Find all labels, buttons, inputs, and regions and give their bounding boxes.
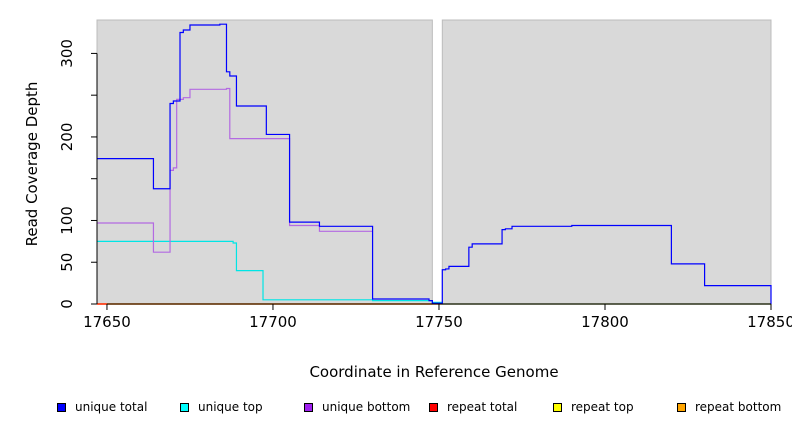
series-line-unique-top bbox=[97, 240, 771, 305]
legend-item-unique-top: unique top bbox=[180, 400, 263, 414]
legend-swatch bbox=[677, 402, 686, 412]
legend-swatch bbox=[180, 402, 189, 412]
x-axis-label: Coordinate in Reference Genome bbox=[309, 363, 558, 381]
coverage-chart: 17650 17700 17750 17800 17850 0 50 100 200 300 C… bbox=[23, 19, 792, 381]
y-tick-label: 200 bbox=[58, 123, 76, 152]
legend-swatch bbox=[429, 402, 438, 412]
plot-panels bbox=[96, 19, 772, 305]
y-tick-label: 0 bbox=[58, 299, 76, 309]
legend-label: unique top bbox=[198, 400, 263, 414]
legend-label: repeat bottom bbox=[695, 400, 782, 414]
legend-item-repeat-bottom: repeat bottom bbox=[677, 400, 781, 414]
legend-item-unique-bottom: unique bottom bbox=[304, 400, 410, 414]
y-axis: 0 50 100 200 300 bbox=[58, 39, 98, 309]
y-tick-label: 100 bbox=[58, 206, 76, 235]
x-tick-label: 17800 bbox=[581, 313, 629, 331]
plot-panel-left bbox=[96, 19, 433, 305]
series-line-unique-total bbox=[97, 23, 772, 304]
legend-label: unique total bbox=[75, 400, 148, 414]
x-tick-label: 17700 bbox=[249, 313, 297, 331]
legend-item-repeat-total: repeat total bbox=[429, 400, 517, 414]
y-tick-label: 50 bbox=[58, 253, 76, 272]
legend-label: repeat top bbox=[571, 400, 634, 414]
legend-label: repeat total bbox=[447, 400, 518, 414]
legend-item-repeat-top: repeat top bbox=[553, 400, 634, 414]
legend-swatch bbox=[57, 402, 66, 412]
legend: unique total unique top unique bottom re… bbox=[0, 400, 792, 420]
legend-item-unique-total: unique total bbox=[57, 400, 147, 414]
x-axis: 17650 17700 17750 17800 17850 bbox=[83, 303, 792, 331]
legend-label: unique bottom bbox=[322, 400, 411, 414]
plot-panel-right bbox=[441, 19, 772, 305]
y-tick-label: 300 bbox=[58, 39, 76, 68]
x-tick-label: 17650 bbox=[83, 313, 131, 331]
x-tick-label: 17750 bbox=[415, 313, 463, 331]
legend-swatch bbox=[553, 402, 562, 412]
x-tick-label: 17850 bbox=[747, 313, 792, 331]
legend-swatch bbox=[304, 402, 313, 412]
y-axis-label: Read Coverage Depth bbox=[23, 82, 41, 247]
